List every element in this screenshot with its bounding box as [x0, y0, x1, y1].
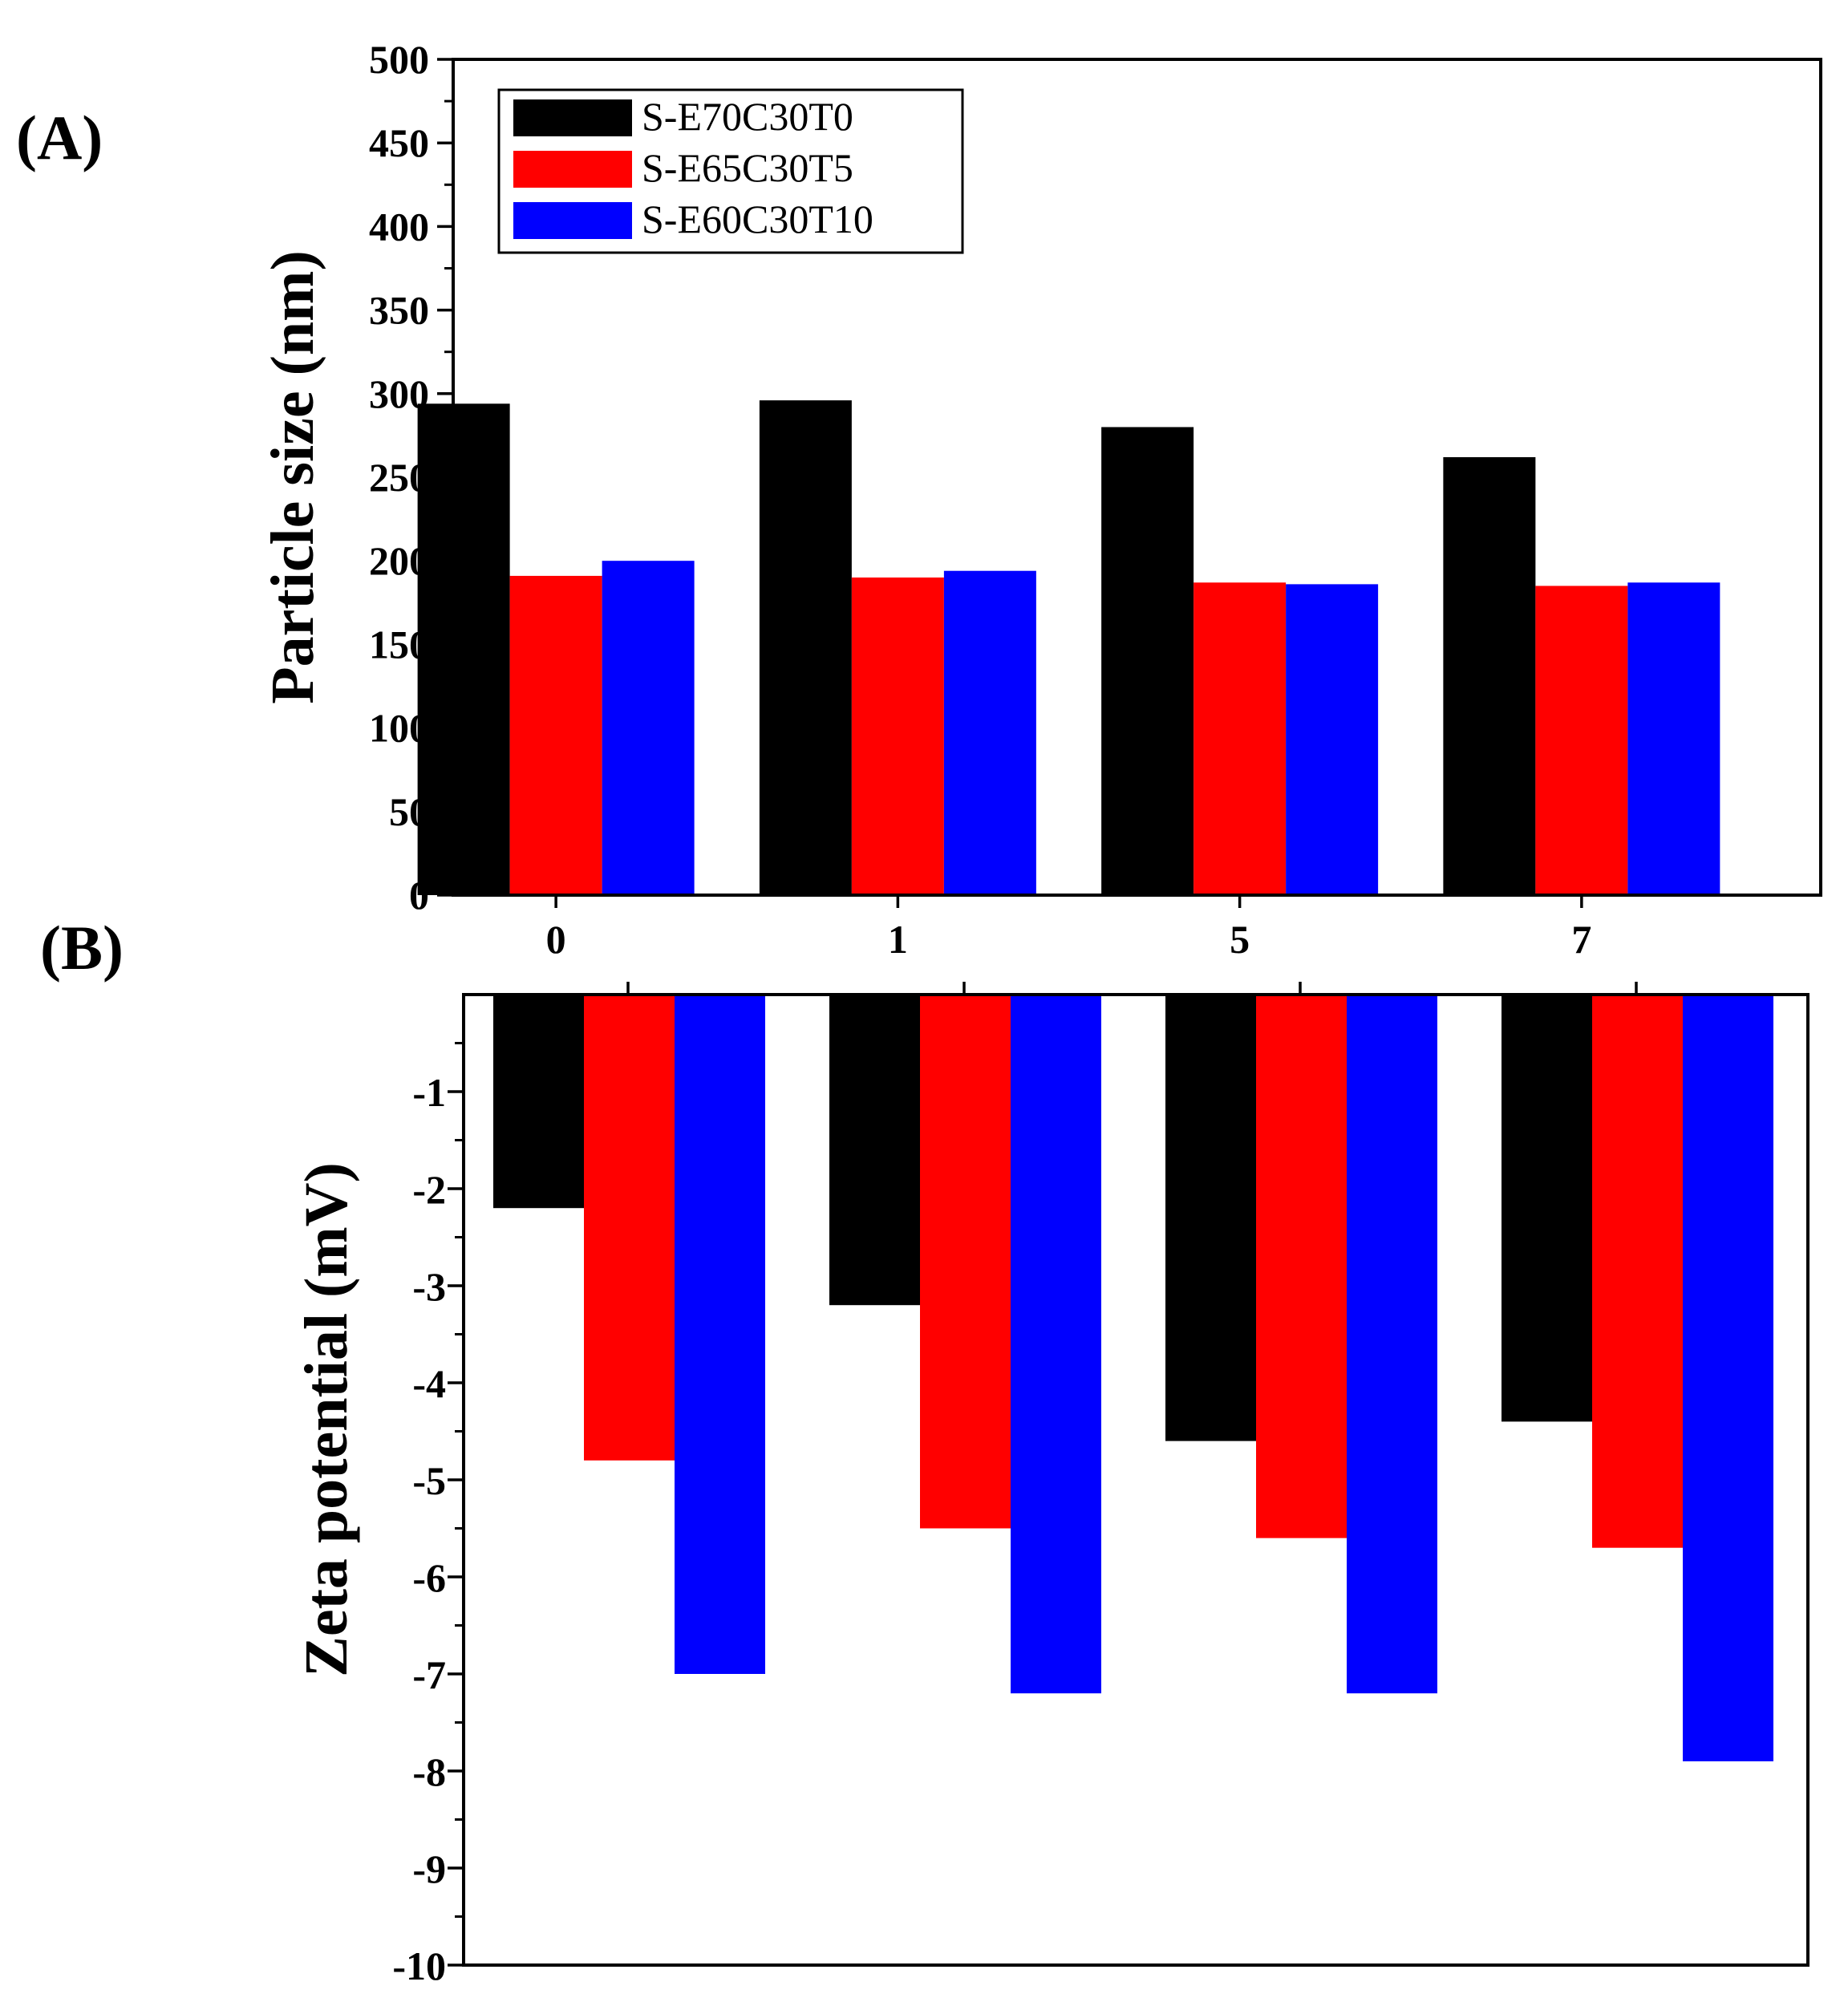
y-tick-label-b--3: -3	[412, 1264, 446, 1309]
y-tick-label-b--5: -5	[412, 1458, 446, 1503]
panel-b: (B) -1 -2 -3 -4 -5 -6 -7 -8 -9 -10 Zeta potential…	[40, 913, 1810, 1988]
y-tick-label-b--8: -8	[412, 1749, 446, 1794]
bar-b-s-e65c30t5-7	[1592, 995, 1683, 1548]
bar-a-s-e70c30t0-5	[1101, 427, 1194, 895]
x-tick-label-a-7: 7	[1571, 917, 1591, 962]
bar-b-s-e60c30t10-0	[675, 995, 765, 1674]
bar-b-s-e70c30t0-1	[829, 995, 920, 1306]
panel-a-bars	[417, 400, 1720, 896]
bar-a-s-e65c30t5-7	[1535, 586, 1628, 895]
bar-b-s-e70c30t0-0	[493, 995, 584, 1209]
bar-b-s-e60c30t10-5	[1347, 995, 1437, 1694]
bar-a-s-e65c30t5-1	[851, 577, 944, 895]
bar-b-s-e60c30t10-7	[1683, 995, 1773, 1761]
legend-swatch-s-e70c30t0	[513, 99, 632, 136]
panel-a-plot-frame	[452, 58, 1822, 897]
bar-a-s-e60c30t10-1	[943, 570, 1036, 895]
panel-b-bars	[493, 995, 1773, 1761]
y-tick-label-a-500: 500	[369, 37, 429, 82]
bar-a-s-e70c30t0-7	[1443, 456, 1536, 895]
legend-label-s-e65c30t5: S-E65C30T5	[642, 145, 853, 190]
panel-a-label: (A)	[16, 103, 103, 172]
panel-a-x-ticks: 0 1 5 7	[546, 895, 1591, 962]
panel-b-plot-frame	[462, 993, 1810, 1967]
y-tick-label-a-350: 350	[369, 288, 429, 333]
bar-b-s-e70c30t0-7	[1502, 995, 1592, 1422]
y-tick-label-b--10: -10	[392, 1943, 446, 1988]
bar-a-s-e60c30t10-5	[1286, 584, 1379, 895]
legend-swatch-s-e65c30t5	[513, 151, 632, 188]
y-tick-label-a-400: 400	[369, 204, 429, 249]
bar-a-s-e65c30t5-0	[509, 575, 602, 895]
legend-swatch-s-e60c30t10	[513, 202, 632, 239]
panel-a-y-axis-title: Particle size (nm)	[259, 250, 326, 704]
bar-b-s-e65c30t5-1	[920, 995, 1011, 1529]
bar-b-s-e60c30t10-1	[1011, 995, 1101, 1694]
legend-label-s-e60c30t10: S-E60C30T10	[642, 197, 873, 241]
bar-a-s-e70c30t0-1	[759, 400, 852, 895]
y-tick-label-b--1: -1	[412, 1070, 446, 1115]
bar-b-s-e65c30t5-0	[584, 995, 675, 1461]
bar-a-s-e60c30t10-0	[602, 561, 695, 895]
bar-a-s-e65c30t5-5	[1194, 582, 1287, 895]
y-tick-label-b--7: -7	[412, 1652, 446, 1697]
panel-a: (A) 050100150200250300350400450500 0157 …	[16, 37, 1822, 962]
bar-b-s-e65c30t5-5	[1256, 995, 1347, 1538]
legend-label-s-e70c30t0: S-E70C30T0	[642, 94, 853, 139]
panel-b-x-ticks	[626, 982, 1638, 995]
x-tick-label-a-5: 5	[1230, 917, 1250, 962]
panel-b-y-ticks: -1 -2 -3 -4 -5 -6 -7 -8 -9 -10	[392, 1070, 464, 1988]
panel-b-y-axis-title: Zeta potential (mV)	[293, 1162, 360, 1677]
x-tick-label-a-0: 0	[546, 917, 566, 962]
x-tick-label-a-1: 1	[888, 917, 908, 962]
bar-b-s-e70c30t0-5	[1165, 995, 1256, 1441]
y-tick-label-b--9: -9	[412, 1846, 446, 1891]
bar-a-s-e60c30t10-7	[1627, 582, 1720, 895]
y-tick-label-b--6: -6	[412, 1555, 446, 1600]
y-tick-label-b--4: -4	[412, 1361, 446, 1406]
bar-a-s-e70c30t0-0	[417, 403, 510, 896]
y-tick-label-b--2: -2	[412, 1167, 446, 1212]
panel-a-legend: S-E70C30T0 S-E65C30T5 S-E60C30T10	[497, 88, 964, 254]
panel-b-label: (B)	[40, 913, 124, 983]
y-tick-label-a-450: 450	[369, 120, 429, 165]
